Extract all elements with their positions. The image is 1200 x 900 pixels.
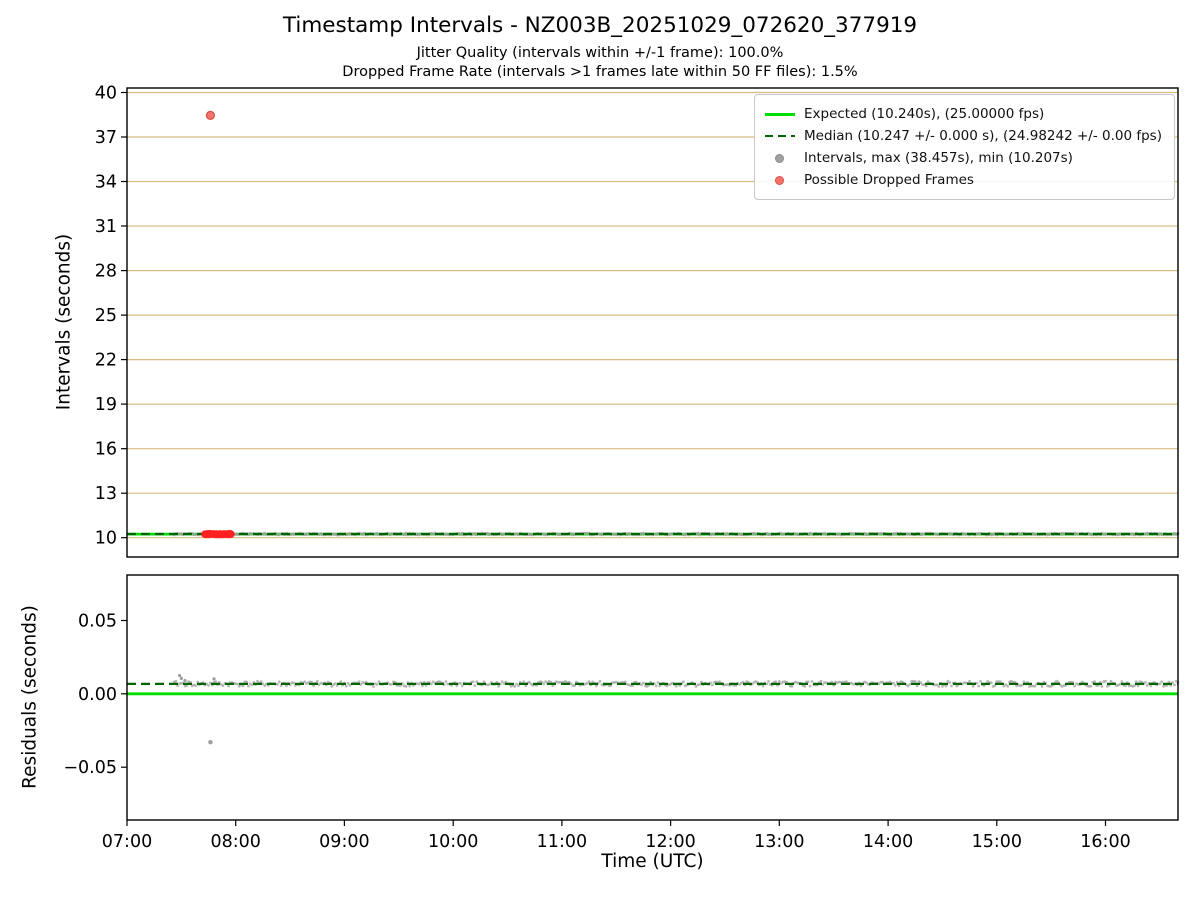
legend-marker-solid-line-icon xyxy=(764,112,795,116)
y-tick-label: 34 xyxy=(95,173,117,193)
start-spike-1 xyxy=(178,673,182,678)
legend-label: Median (10.247 +/- 0.000 s), (24.98242 +… xyxy=(803,128,1162,144)
chart-title: Timestamp Intervals - NZ003B_20251029_07… xyxy=(282,13,918,38)
y-tick-label: 31 xyxy=(95,217,117,237)
y-tick-label: 37 xyxy=(95,128,117,148)
chart-subtitle-dropped: Dropped Frame Rate (intervals >1 frames … xyxy=(342,64,858,80)
start-spike-3 xyxy=(183,679,187,683)
mid-spike xyxy=(212,677,216,681)
y-axis-label-intervals: Intervals (seconds) xyxy=(53,233,75,411)
x-tick-label: 09:00 xyxy=(319,832,369,852)
x-tick-label: 10:00 xyxy=(428,832,478,852)
legend-marker-dashed-line-icon xyxy=(764,134,795,138)
legend-item-2: Intervals, max (38.457s), min (10.207s) xyxy=(765,147,1162,169)
legend-label: Possible Dropped Frames xyxy=(803,172,974,188)
x-tick-label: 12:00 xyxy=(645,832,695,852)
dropped-outlier xyxy=(205,110,215,121)
legend-label: Intervals, max (38.457s), min (10.207s) xyxy=(803,150,1073,166)
x-tick-label: 15:00 xyxy=(972,832,1022,852)
y-tick-label: 28 xyxy=(95,262,117,282)
x-ticks: 07:00 08:00 09:00 10:00 11:00 12:00 13:00 14:00… xyxy=(102,820,1131,852)
x-tick-label: 13:00 xyxy=(754,832,804,852)
dropped-frames-segment xyxy=(201,529,235,539)
residual-outlier xyxy=(208,740,213,745)
chart-subtitle-jitter: Jitter Quality (intervals within +/-1 fr… xyxy=(416,45,784,61)
x-tick-label: 07:00 xyxy=(102,832,152,852)
y-tick-label: −0.05 xyxy=(63,758,117,778)
y-tick-label: 16 xyxy=(95,440,117,460)
x-tick-label: 16:00 xyxy=(1080,832,1130,852)
x-tick-label: 08:00 xyxy=(210,832,260,852)
y-tick-label: 25 xyxy=(95,306,117,326)
x-tick-label: 14:00 xyxy=(863,832,913,852)
intervals-y-ticks: 10 13 16 19 22 25 28 31 34 37 40 xyxy=(95,84,127,549)
y-tick-label: 0.00 xyxy=(78,685,117,705)
intervals-spine xyxy=(126,87,1179,558)
residuals-y-ticks: −0.05 0.00 0.05 xyxy=(63,612,127,778)
x-tick-label: 11:00 xyxy=(537,832,587,852)
legend-marker-dot-icon xyxy=(775,175,785,185)
y-tick-label: 22 xyxy=(95,351,117,371)
legend-item-0: Expected (10.240s), (25.00000 fps) xyxy=(764,103,1162,125)
residuals-plot: −0.05 0.00 0.05 07:00 08:00 09:00 10:00 11:00 12… xyxy=(63,574,1180,852)
start-spike-2 xyxy=(179,676,183,681)
legend-label: Expected (10.240s), (25.00000 fps) xyxy=(803,106,1045,122)
y-tick-label: 40 xyxy=(95,84,117,104)
legend-item-1: Median (10.247 +/- 0.000 s), (24.98242 +… xyxy=(764,125,1162,147)
legend-marker-dot-icon xyxy=(775,153,785,163)
legend-item-3: Possible Dropped Frames xyxy=(765,169,1162,191)
y-axis-label-residuals: Residuals (seconds) xyxy=(19,605,41,789)
y-tick-label: 19 xyxy=(95,395,117,415)
legend: Expected (10.240s), (25.00000 fps) Median… xyxy=(753,94,1175,200)
y-tick-label: 13 xyxy=(95,484,117,504)
x-axis-label: Time (UTC) xyxy=(601,851,704,872)
y-tick-label: 0.05 xyxy=(78,612,117,632)
intervals-plot: 10 13 16 19 22 25 28 31 34 37 40 xyxy=(95,84,1180,558)
residuals-spine xyxy=(126,574,1179,821)
y-tick-label: 10 xyxy=(95,529,117,549)
